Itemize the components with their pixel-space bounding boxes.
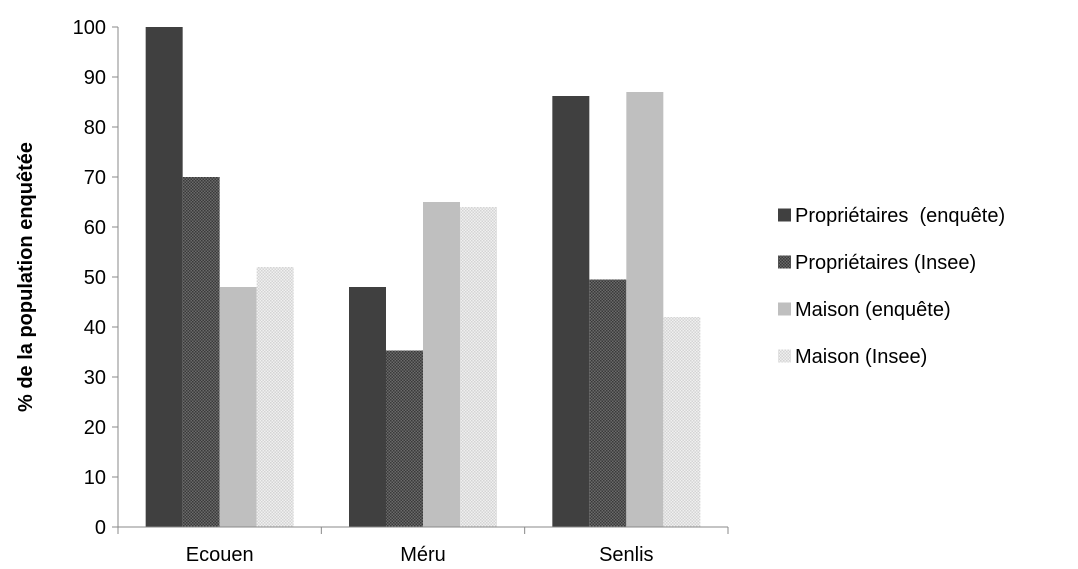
y-tick-label-10: 10	[84, 467, 106, 489]
bar-ecouen-series-2	[182, 177, 220, 527]
y-tick-label-70: 70	[84, 167, 106, 189]
bar-senlis-series-2	[589, 279, 627, 527]
legend-swatch-4	[778, 349, 791, 363]
x-category-label-ecouen: Ecouen	[186, 544, 254, 566]
bar-ecouen-series-4	[256, 267, 294, 527]
legend-label-1: Propriétaires (enquête)	[795, 205, 1005, 227]
bar-ecouen-series-1	[145, 27, 183, 527]
bar-méru-series-4	[460, 207, 497, 527]
bars-group	[145, 27, 701, 527]
x-category-label-méru: Méru	[400, 544, 446, 566]
legend-swatch-1	[778, 208, 791, 222]
y-tick-label-30: 30	[84, 367, 106, 389]
y-tick-label-80: 80	[84, 117, 106, 139]
bar-senlis-series-4	[663, 317, 701, 527]
legend-label-4: Maison (Insee)	[795, 346, 927, 368]
y-axis-title: % de la population enquêtée	[15, 142, 37, 412]
bar-méru-series-1	[349, 287, 386, 527]
y-tick-label-20: 20	[84, 417, 106, 439]
y-tick-label-40: 40	[84, 317, 106, 339]
y-tick-label-50: 50	[84, 267, 106, 289]
bar-méru-series-3	[423, 202, 460, 527]
y-tick-label-60: 60	[84, 217, 106, 239]
legend-swatch-2	[778, 255, 791, 269]
bar-ecouen-series-3	[219, 287, 257, 527]
legend-label-2: Propriétaires (Insee)	[795, 252, 976, 274]
axes-group: 0 10 20 30 40 50 60 70 80 90 100 Ecouen Méru Senlis	[73, 17, 729, 566]
bar-senlis-series-3	[626, 92, 664, 527]
y-tick-label-90: 90	[84, 67, 106, 89]
bar-senlis-series-1	[552, 96, 590, 527]
legend-swatch-3	[778, 302, 791, 316]
x-category-label-senlis: Senlis	[599, 544, 653, 566]
bar-méru-series-2	[386, 350, 423, 527]
legend-label-3: Maison (enquête)	[795, 299, 951, 321]
y-tick-label-0: 0	[95, 517, 106, 539]
y-tick-label-100: 100	[73, 17, 106, 39]
legend: Propriétaires (enquête) Propriétaires (In…	[778, 205, 1005, 368]
